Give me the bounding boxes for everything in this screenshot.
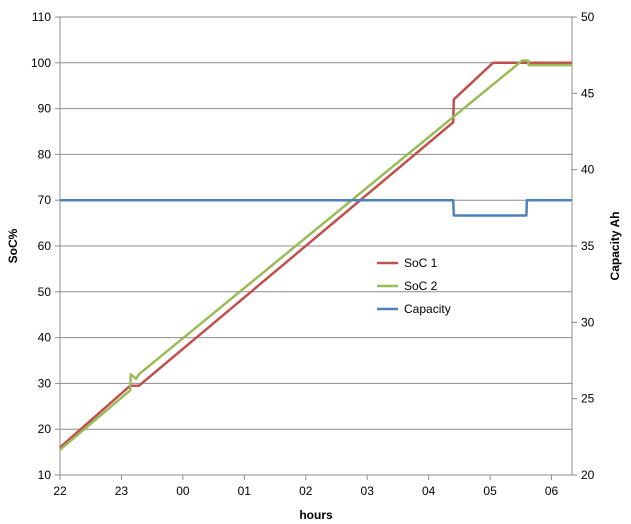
y-tick-label: 60 [38, 239, 52, 253]
y2-tick-label: 50 [581, 10, 595, 24]
legend-label: Capacity [404, 302, 451, 316]
x-tick-label: 23 [115, 484, 129, 498]
y2-tick-label: 20 [581, 468, 595, 482]
y-tick-label: 110 [32, 10, 51, 24]
legend-label: SoC 1 [404, 256, 438, 270]
series-line-capacity [60, 198, 572, 217]
legend: SoC 1 SoC 2 Capacity [377, 256, 451, 316]
axes [55, 16, 577, 480]
y-tick-label: 30 [38, 376, 52, 390]
x-tick-label: 01 [238, 484, 252, 498]
y2-tick-label: 40 [581, 163, 595, 177]
y2-axis-tick-labels: 20 25 30 35 40 45 50 [581, 10, 595, 482]
x-tick-label: 00 [176, 484, 190, 498]
x-tick-label: 02 [299, 484, 313, 498]
y-tick-label: 10 [38, 468, 52, 482]
x-tick-label: 06 [545, 484, 559, 498]
y2-tick-label: 25 [581, 392, 595, 406]
series-lines [59, 59, 572, 451]
legend-label: SoC 2 [404, 279, 438, 293]
y-tick-label: 90 [38, 102, 52, 116]
y2-tick-label: 45 [581, 86, 595, 100]
y-tick-label: 80 [38, 147, 52, 161]
x-tick-label: 03 [361, 484, 375, 498]
x-tick-label: 05 [483, 484, 497, 498]
y-tick-label: 100 [31, 56, 51, 70]
y-axis-tick-labels: 10 20 30 40 50 60 70 80 90 100 110 [31, 10, 51, 482]
x-tick-label: 22 [53, 484, 67, 498]
series-line-soc-2 [59, 59, 572, 451]
x-tick-label: 04 [422, 484, 436, 498]
y-tick-label: 20 [38, 422, 52, 436]
y-axis-title: SoC% [6, 228, 20, 263]
y2-axis-title: Capacity Ah [608, 212, 622, 281]
y-tick-label: 40 [38, 331, 52, 345]
x-axis-title: hours [299, 508, 333, 522]
y2-tick-label: 30 [581, 315, 595, 329]
x-axis-tick-labels: 22 23 00 01 02 03 04 05 06 [53, 484, 558, 498]
y-tick-label: 50 [38, 285, 52, 299]
y-tick-label: 70 [38, 193, 52, 207]
y2-tick-label: 35 [581, 239, 595, 253]
